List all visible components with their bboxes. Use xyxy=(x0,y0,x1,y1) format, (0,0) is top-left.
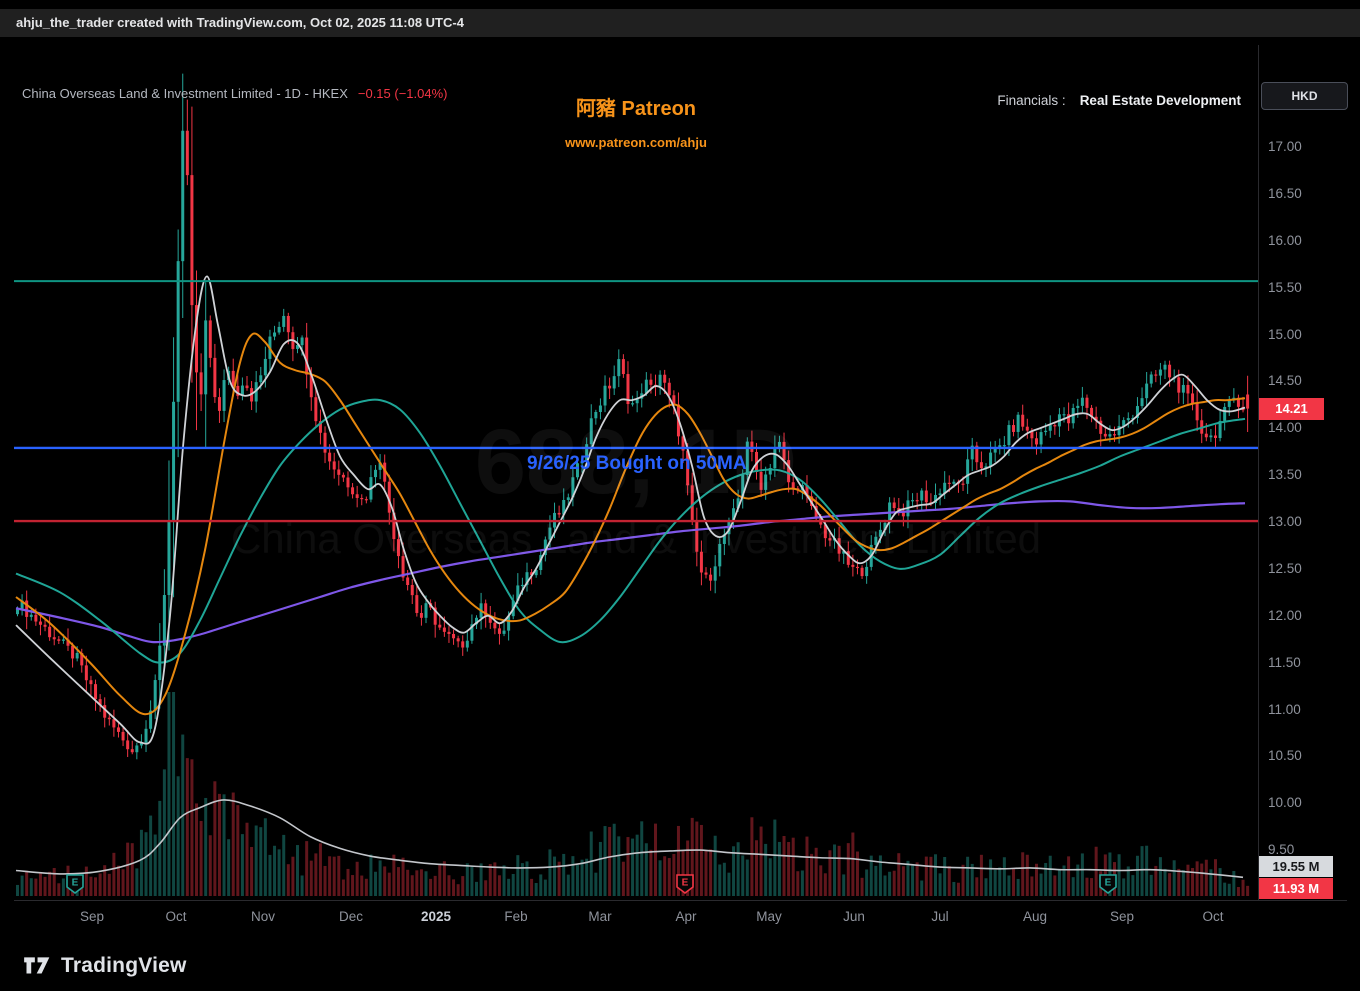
credit-bar: ahju_the_trader created with TradingView… xyxy=(0,9,1360,37)
time-tick-label: Nov xyxy=(250,909,275,924)
time-tick-label: Mar xyxy=(588,909,612,924)
promo-url: www.patreon.com/ahju xyxy=(565,135,707,150)
price-tick-label: 16.50 xyxy=(1268,185,1302,201)
horizontal-levels-layer[interactable] xyxy=(14,280,1258,523)
ma-21-line[interactable] xyxy=(15,332,1246,716)
tradingview-brand-text: TradingView xyxy=(61,954,187,977)
tradingview-logo[interactable]: TradingView xyxy=(22,952,187,980)
time-tick-label: Aug xyxy=(1022,909,1048,924)
price-tick-label: 13.50 xyxy=(1268,467,1302,483)
time-tick-label: Sep xyxy=(79,909,105,924)
volume-badge: 11.93 M xyxy=(1259,878,1333,899)
trade-annotation[interactable]: 9/26/25 Bought on 50MA xyxy=(527,453,747,474)
earnings-icon[interactable]: E xyxy=(1099,874,1117,894)
price-tick-label: 13.00 xyxy=(1268,514,1302,529)
time-axis[interactable]: Sep Oct Nov Dec 2025 Feb Mar Apr May Jun Jul Aug Sep… xyxy=(14,900,1347,935)
symbol-title[interactable]: China Overseas Land & Investment Limited… xyxy=(22,86,348,101)
price-tick-label: 12.00 xyxy=(1268,607,1302,623)
time-tick-label: May xyxy=(756,909,782,924)
volume-ma-badge: 19.55 M xyxy=(1259,856,1333,877)
volume-ma-line[interactable] xyxy=(15,799,1244,879)
price-tick-label: 17.00 xyxy=(1268,139,1302,154)
time-tick-label: Jun xyxy=(843,909,865,924)
promo-title: 阿豬 Patreon xyxy=(575,98,697,120)
earnings-icon[interactable]: E xyxy=(676,874,694,894)
price-tick-label: 12.50 xyxy=(1268,560,1302,576)
price-change: −0.15 (−1.04%) xyxy=(357,86,448,101)
price-tick-label: 10.00 xyxy=(1268,795,1302,811)
price-tick-label: 9.50 xyxy=(1268,842,1295,858)
svg-text:E: E xyxy=(1105,878,1112,889)
ma-10-line[interactable] xyxy=(15,275,1246,745)
time-tick-label: Jul xyxy=(931,909,949,924)
price-tick-label: 15.50 xyxy=(1268,279,1302,295)
promo-block: 阿豬 Patreon www.patreon.com/ahju xyxy=(436,92,836,150)
tradingview-logo-icon xyxy=(24,957,50,974)
candles-layer xyxy=(16,73,1250,760)
currency-button[interactable]: HKD xyxy=(1261,82,1348,110)
ma-lines-layer xyxy=(15,275,1246,879)
svg-text:E: E xyxy=(682,878,689,889)
time-tick-label: Oct xyxy=(1202,909,1224,924)
price-tick-label: 15.00 xyxy=(1268,326,1302,342)
price-tick-label: 14.50 xyxy=(1268,373,1302,389)
financials-row: Financials : Real Estate Development xyxy=(997,93,1241,108)
time-tick-label: Feb xyxy=(504,909,528,924)
price-tick-label: 11.50 xyxy=(1268,654,1301,670)
time-tick-label: Oct xyxy=(165,909,187,924)
symbol-header: China Overseas Land & Investment Limited… xyxy=(22,86,448,101)
time-tick-label: 2025 xyxy=(420,909,452,924)
ma-200-line[interactable] xyxy=(15,499,1246,644)
price-tick-label: 14.00 xyxy=(1268,420,1302,436)
earnings-icon[interactable]: E xyxy=(66,874,84,894)
svg-text:E: E xyxy=(72,878,79,889)
credit-text: ahju_the_trader created with TradingView… xyxy=(16,15,464,30)
price-tick-label: 10.50 xyxy=(1268,748,1302,764)
financials-value[interactable]: Real Estate Development xyxy=(1079,93,1241,108)
price-axis[interactable]: 17.00 16.50 16.00 15.50 15.00 14.50 14.00 13.50… xyxy=(1258,45,1348,900)
financials-label: Financials : xyxy=(997,93,1066,108)
last-price-badge: 14.21 xyxy=(1259,397,1324,420)
price-tick-label: 11.00 xyxy=(1268,701,1301,717)
time-tick-label: Dec xyxy=(338,909,363,924)
price-tick-label: 16.00 xyxy=(1268,232,1302,248)
ma-50-line[interactable] xyxy=(15,398,1246,664)
time-tick-label: Apr xyxy=(675,909,697,924)
time-tick-label: Sep xyxy=(1109,909,1135,924)
volume-layer xyxy=(16,692,1250,896)
